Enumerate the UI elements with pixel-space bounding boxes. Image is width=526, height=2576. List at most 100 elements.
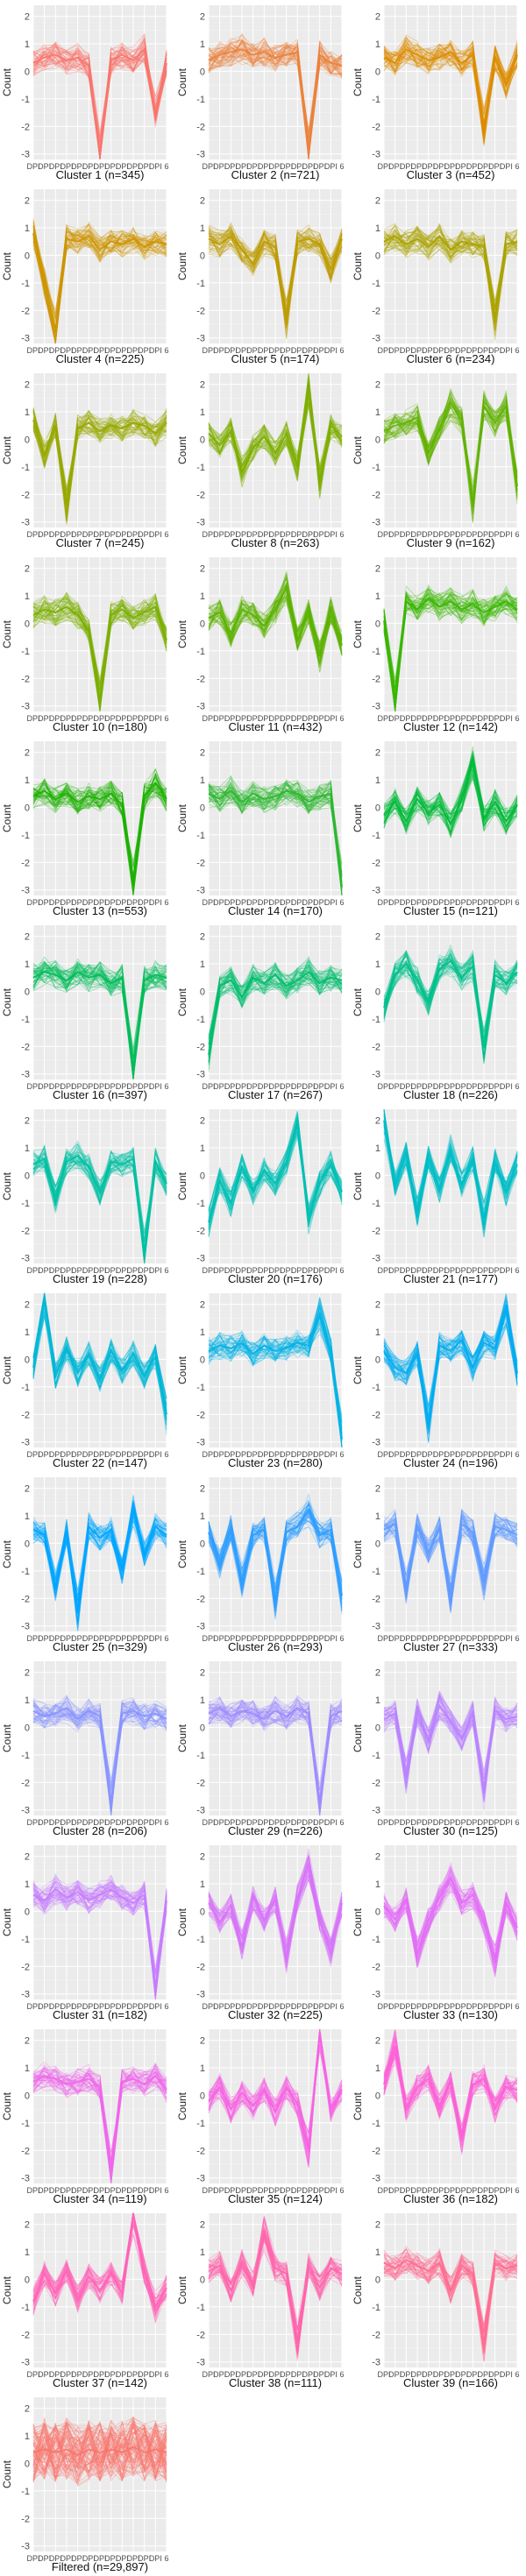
series-line [32,1707,167,1801]
series-line [383,231,518,324]
x-tick-label: DPI [49,1634,62,1643]
series-line [208,1306,343,1441]
series-line [32,963,167,1070]
series-line [32,596,167,684]
x-tick-label: DPI [26,2370,39,2379]
y-tick-label: 1 [25,1511,30,1522]
series-line [208,400,343,482]
series-line [383,949,518,1049]
series-line [383,226,518,325]
series-line [383,42,518,124]
series-line [383,400,518,506]
y-tick-label: -1 [196,2303,205,2313]
series-line [208,966,343,1037]
series-line [32,230,167,315]
cluster-title: Cluster 5 (n=174) [231,352,320,365]
series-line [32,415,167,501]
x-tick-label: DPI [410,346,423,355]
x-tick-label: DPI [49,1266,62,1275]
y-tick-label: 0 [200,803,205,813]
series-line [32,965,167,1073]
x-tick-label: DPI [313,1450,326,1459]
series-line [208,1310,343,1434]
series-line [32,1707,167,1793]
series-line [208,2235,343,2346]
series-mean-line [32,1887,167,1989]
series-line [208,230,343,324]
x-tick-label: DPI [246,2370,259,2379]
x-tick-label: 6 [164,2554,168,2563]
series-line [32,1702,167,1788]
series-line [208,781,343,896]
cluster-panel: 2 1 0 -1 -2 -3 DPI DPI DPI DPI DPI DPI DPI DPI DPI DPI D… [351,1472,526,1656]
x-tick-label: DPI [268,346,281,355]
series-line [32,598,167,708]
series-line [208,586,343,654]
series-line [32,605,167,693]
y-tick-label: 1 [375,1879,380,1890]
x-tick-label: DPI [488,1266,501,1275]
x-tick-label: DPI [202,530,215,539]
x-tick-label: DPI [268,2186,281,2195]
series-line [208,2233,343,2352]
series-line [383,1108,518,1224]
series-line [32,965,167,1050]
x-tick-label: DPI [500,898,513,907]
x-tick-label: DPI [104,1634,117,1643]
x-tick-label: DPI [49,2186,62,2195]
series-line [208,230,343,321]
y-tick-label: 0 [200,2275,205,2285]
series-line [383,2252,518,2351]
series-line [32,773,167,883]
x-tick-label: DPI [433,1266,446,1275]
x-tick-label: DPI [400,2370,413,2379]
series-line [383,2035,518,2143]
cluster-chart: 210-1-2-3DPIDPIDPIDPIDPIDPIDPIDPIDPIDPID… [176,189,345,365]
y-tick-label: 2 [375,564,380,575]
cluster-panel: 2 1 0 -1 -2 -3 DPI DPI DPI DPI DPI DPI DPI DPI DPI DPI D… [351,552,526,736]
series-mean-line [208,584,343,657]
series-line [383,1884,518,1966]
series-line [383,950,518,1059]
series-line [32,409,167,521]
series-line [383,590,518,707]
series-line [208,382,343,485]
series-line [32,228,167,314]
series-line [208,1502,343,1585]
series-line [208,223,343,317]
cluster-chart: 210-1-2-3DPIDPIDPIDPIDPIDPIDPIDPIDPIDPID… [352,1845,520,2021]
series-line [383,394,518,503]
series-line [32,1515,167,1608]
y-tick-label: -1 [21,1935,30,1945]
x-tick-label: DPI [302,2370,315,2379]
series-line [32,1703,167,1812]
series-line [383,224,518,322]
x-tick-label: 6 [515,1450,519,1459]
series-line [383,1110,518,1229]
y-tick-label: 2 [25,564,30,575]
y-axis-label: Count [1,2459,13,2488]
series-line [208,385,343,487]
series-line [383,34,518,145]
x-tick-label: DPI [38,2186,51,2195]
cluster-title: Cluster 17 (n=267) [228,1088,323,1101]
series-line [32,1314,167,1405]
x-tick-label: DPI [455,2370,468,2379]
series-line [32,591,167,712]
y-tick-label: 0 [25,2091,30,2101]
series-line [208,39,343,153]
x-tick-label: DPI [466,1266,480,1275]
series-line [32,221,167,336]
x-tick-label: DPI [258,1082,271,1091]
series-line [32,2070,167,2183]
series-line [383,1515,518,1604]
series-line [383,48,518,125]
series-line [383,1695,518,1811]
cluster-chart: 210-1-2-3DPIDPIDPIDPIDPIDPIDPIDPIDPIDPID… [1,1845,169,2021]
y-tick-label: 2 [375,1300,380,1311]
series-line [383,230,518,323]
x-tick-label: DPI [202,2186,215,2195]
series-line [208,966,343,1064]
series-line [208,393,343,485]
y-tick-label: 2 [375,1116,380,1127]
